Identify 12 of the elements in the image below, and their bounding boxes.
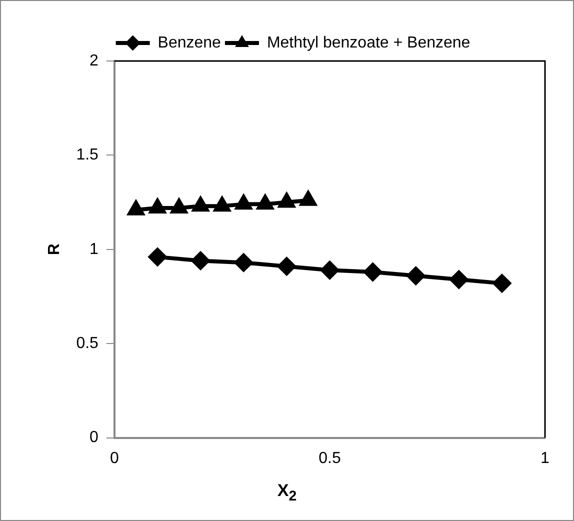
- x-tick-label: 1: [540, 450, 550, 467]
- x-tick-label: 0: [110, 450, 119, 467]
- y-tick-label: 1.5: [76, 146, 99, 164]
- y-tick-label: 0.5: [76, 335, 99, 352]
- x-axis-title: X$_{2}$: [276, 481, 298, 504]
- legend-label: Benzene: [158, 34, 222, 52]
- y-tick-label: 2: [90, 52, 99, 70]
- legend-label: Methtyl benzoate + Benzene: [266, 34, 470, 52]
- y-axis-title: R: [46, 243, 64, 256]
- y-tick-label: 0: [90, 429, 99, 446]
- x-tick-label: 0.5: [318, 450, 341, 467]
- y-tick-label: 1: [90, 240, 99, 258]
